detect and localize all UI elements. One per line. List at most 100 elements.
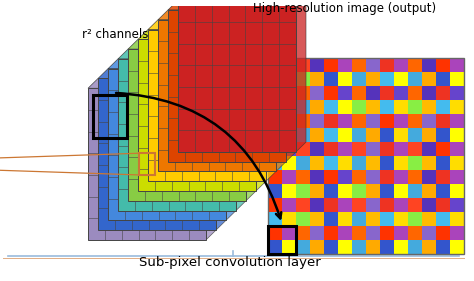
Bar	[310, 142, 324, 156]
Bar	[422, 198, 436, 212]
Bar	[310, 170, 324, 184]
Bar	[338, 184, 352, 198]
Bar	[380, 198, 394, 212]
Bar	[394, 86, 408, 100]
Bar	[352, 114, 366, 128]
Bar	[296, 198, 310, 212]
Bar	[366, 100, 380, 114]
Bar	[450, 142, 464, 156]
Bar	[310, 240, 324, 254]
Bar	[408, 142, 422, 156]
Polygon shape	[276, 10, 286, 171]
Bar	[324, 100, 337, 114]
Bar	[450, 128, 464, 142]
Bar	[296, 58, 310, 72]
Bar	[408, 58, 422, 72]
Bar	[128, 49, 246, 201]
Bar	[282, 240, 296, 254]
Bar	[268, 142, 282, 156]
Bar	[394, 114, 408, 128]
Bar	[366, 142, 380, 156]
Bar	[394, 212, 408, 226]
Bar	[366, 240, 380, 254]
Bar	[408, 212, 422, 226]
Bar	[93, 95, 127, 138]
Bar	[380, 184, 394, 198]
Bar	[310, 72, 324, 86]
Bar	[118, 59, 236, 210]
Bar	[394, 240, 408, 254]
Bar	[422, 72, 436, 86]
Bar	[268, 58, 464, 254]
Bar	[394, 100, 408, 114]
Bar	[422, 170, 436, 184]
Bar	[296, 86, 310, 100]
Bar	[436, 156, 450, 170]
Bar	[366, 156, 380, 170]
Bar	[268, 58, 282, 72]
Bar	[380, 212, 394, 226]
Bar	[352, 58, 366, 72]
Bar	[436, 128, 450, 142]
Bar	[178, 0, 296, 152]
Bar	[408, 128, 422, 142]
Bar	[338, 100, 352, 114]
Bar	[268, 170, 282, 184]
Bar	[268, 128, 282, 142]
Bar	[366, 86, 380, 100]
Bar	[394, 170, 408, 184]
Bar	[394, 156, 408, 170]
Bar	[352, 142, 366, 156]
Bar	[394, 128, 408, 142]
Polygon shape	[158, 10, 286, 20]
Bar	[310, 58, 324, 72]
Bar	[450, 212, 464, 226]
Bar	[394, 58, 408, 72]
Bar	[436, 58, 450, 72]
Bar	[380, 128, 394, 142]
Bar	[380, 72, 394, 86]
Bar	[380, 170, 394, 184]
Bar	[268, 198, 282, 212]
Polygon shape	[88, 78, 216, 88]
Bar	[408, 198, 422, 212]
Bar	[324, 72, 337, 86]
Bar	[296, 240, 310, 254]
Bar	[148, 30, 266, 181]
Bar	[268, 240, 282, 254]
Bar	[450, 72, 464, 86]
Bar	[380, 156, 394, 170]
Bar	[296, 156, 310, 170]
Polygon shape	[168, 0, 296, 10]
Bar	[268, 156, 282, 170]
Bar	[436, 226, 450, 240]
Bar	[352, 128, 366, 142]
Bar	[436, 114, 450, 128]
Text: Sub-pixel convolution layer: Sub-pixel convolution layer	[139, 256, 321, 269]
Bar	[338, 142, 352, 156]
Bar	[352, 86, 366, 100]
Bar	[422, 184, 436, 198]
Bar	[380, 240, 394, 254]
Text: High-resolution image (output): High-resolution image (output)	[254, 2, 437, 15]
Bar	[380, 142, 394, 156]
Bar	[450, 156, 464, 170]
Bar	[422, 240, 436, 254]
Bar	[352, 72, 366, 86]
Bar	[158, 20, 276, 171]
Bar	[268, 226, 282, 240]
Bar	[338, 58, 352, 72]
Bar	[268, 72, 282, 86]
Bar	[324, 184, 337, 198]
Bar	[296, 170, 310, 184]
Bar	[324, 128, 337, 142]
Bar	[436, 198, 450, 212]
Bar	[352, 156, 366, 170]
Bar	[138, 39, 256, 191]
Text: r² channels: r² channels	[82, 28, 148, 41]
Bar	[436, 142, 450, 156]
Bar	[282, 114, 296, 128]
Bar	[352, 198, 366, 212]
Bar	[338, 226, 352, 240]
Bar	[422, 100, 436, 114]
